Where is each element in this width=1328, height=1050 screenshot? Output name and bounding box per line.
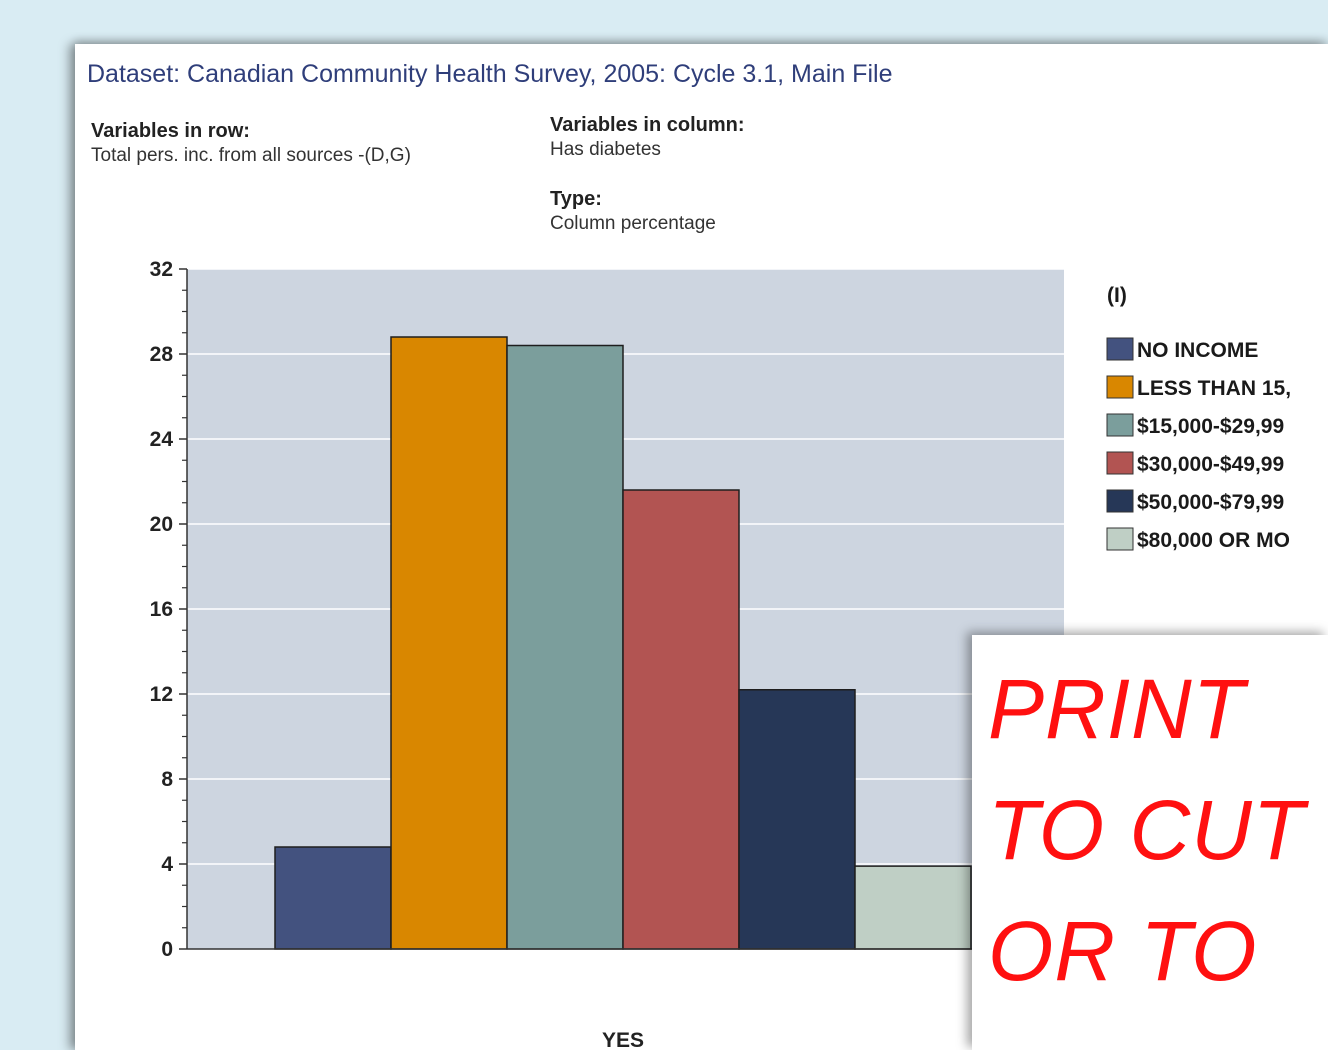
- dataset-title: Dataset: Canadian Community Health Surve…: [87, 60, 893, 88]
- row-variables-label: Variables in row:: [91, 120, 250, 142]
- bar: [274, 846, 392, 950]
- overlay-line-print: PRINT: [988, 662, 1245, 756]
- y-tick-label: 28: [150, 343, 174, 366]
- bar: [506, 344, 624, 950]
- y-tick-label: 16: [150, 598, 173, 621]
- bar: [854, 865, 972, 950]
- legend-swatch: [1106, 413, 1134, 437]
- type-label: Type:: [550, 188, 602, 210]
- chart-type-info: Type: Column percentage: [550, 186, 716, 236]
- y-tick-label: 0: [161, 938, 173, 961]
- y-tick-label: 8: [161, 768, 173, 791]
- overlay-line-or-to: OR TO: [988, 904, 1258, 998]
- legend-swatch: [1106, 527, 1134, 551]
- y-tick-label: 32: [150, 258, 173, 281]
- legend-label: LESS THAN 15,: [1137, 377, 1291, 400]
- legend-label: $50,000-$79,99: [1137, 491, 1284, 514]
- y-tick-label: 4: [161, 853, 173, 876]
- bar: [622, 489, 740, 950]
- legend-label: $30,000-$49,99: [1137, 453, 1284, 476]
- row-variables: Variables in row: Total pers. inc. from …: [91, 118, 411, 168]
- column-variables-label: Variables in column:: [550, 114, 745, 136]
- y-tick-label: 24: [150, 428, 174, 451]
- legend-title: (I): [1107, 284, 1127, 307]
- legend-swatch: [1106, 337, 1134, 361]
- y-tick-label: 20: [150, 513, 173, 536]
- legend-label: NO INCOME: [1137, 339, 1258, 362]
- bar: [738, 689, 856, 950]
- legend-swatch: [1106, 375, 1134, 399]
- x-category-label: YES: [602, 1029, 644, 1050]
- column-variables: Variables in column: Has diabetes: [550, 112, 745, 162]
- report-page: Dataset: Canadian Community Health Surve…: [75, 44, 1328, 1050]
- bar-chart: 0 4 8 12 16 20 24 28 32 YES (I) NO INCOME LESS THAN…: [150, 258, 1291, 1050]
- bar: [390, 336, 508, 950]
- legend-label: $80,000 OR MO: [1137, 529, 1290, 552]
- legend-swatch: [1106, 451, 1134, 475]
- type-value: Column percentage: [550, 213, 716, 234]
- legend-label: $15,000-$29,99: [1137, 415, 1284, 438]
- y-tick-label: 12: [150, 683, 173, 706]
- overlay-line-to-cut: TO CUT: [988, 783, 1306, 877]
- legend-swatch: [1106, 489, 1134, 513]
- row-variables-value: Total pers. inc. from all sources -(D,G): [91, 145, 411, 166]
- column-variables-value: Has diabetes: [550, 139, 661, 160]
- print-notice-overlay: PRINT TO CUT OR TO: [972, 635, 1328, 1050]
